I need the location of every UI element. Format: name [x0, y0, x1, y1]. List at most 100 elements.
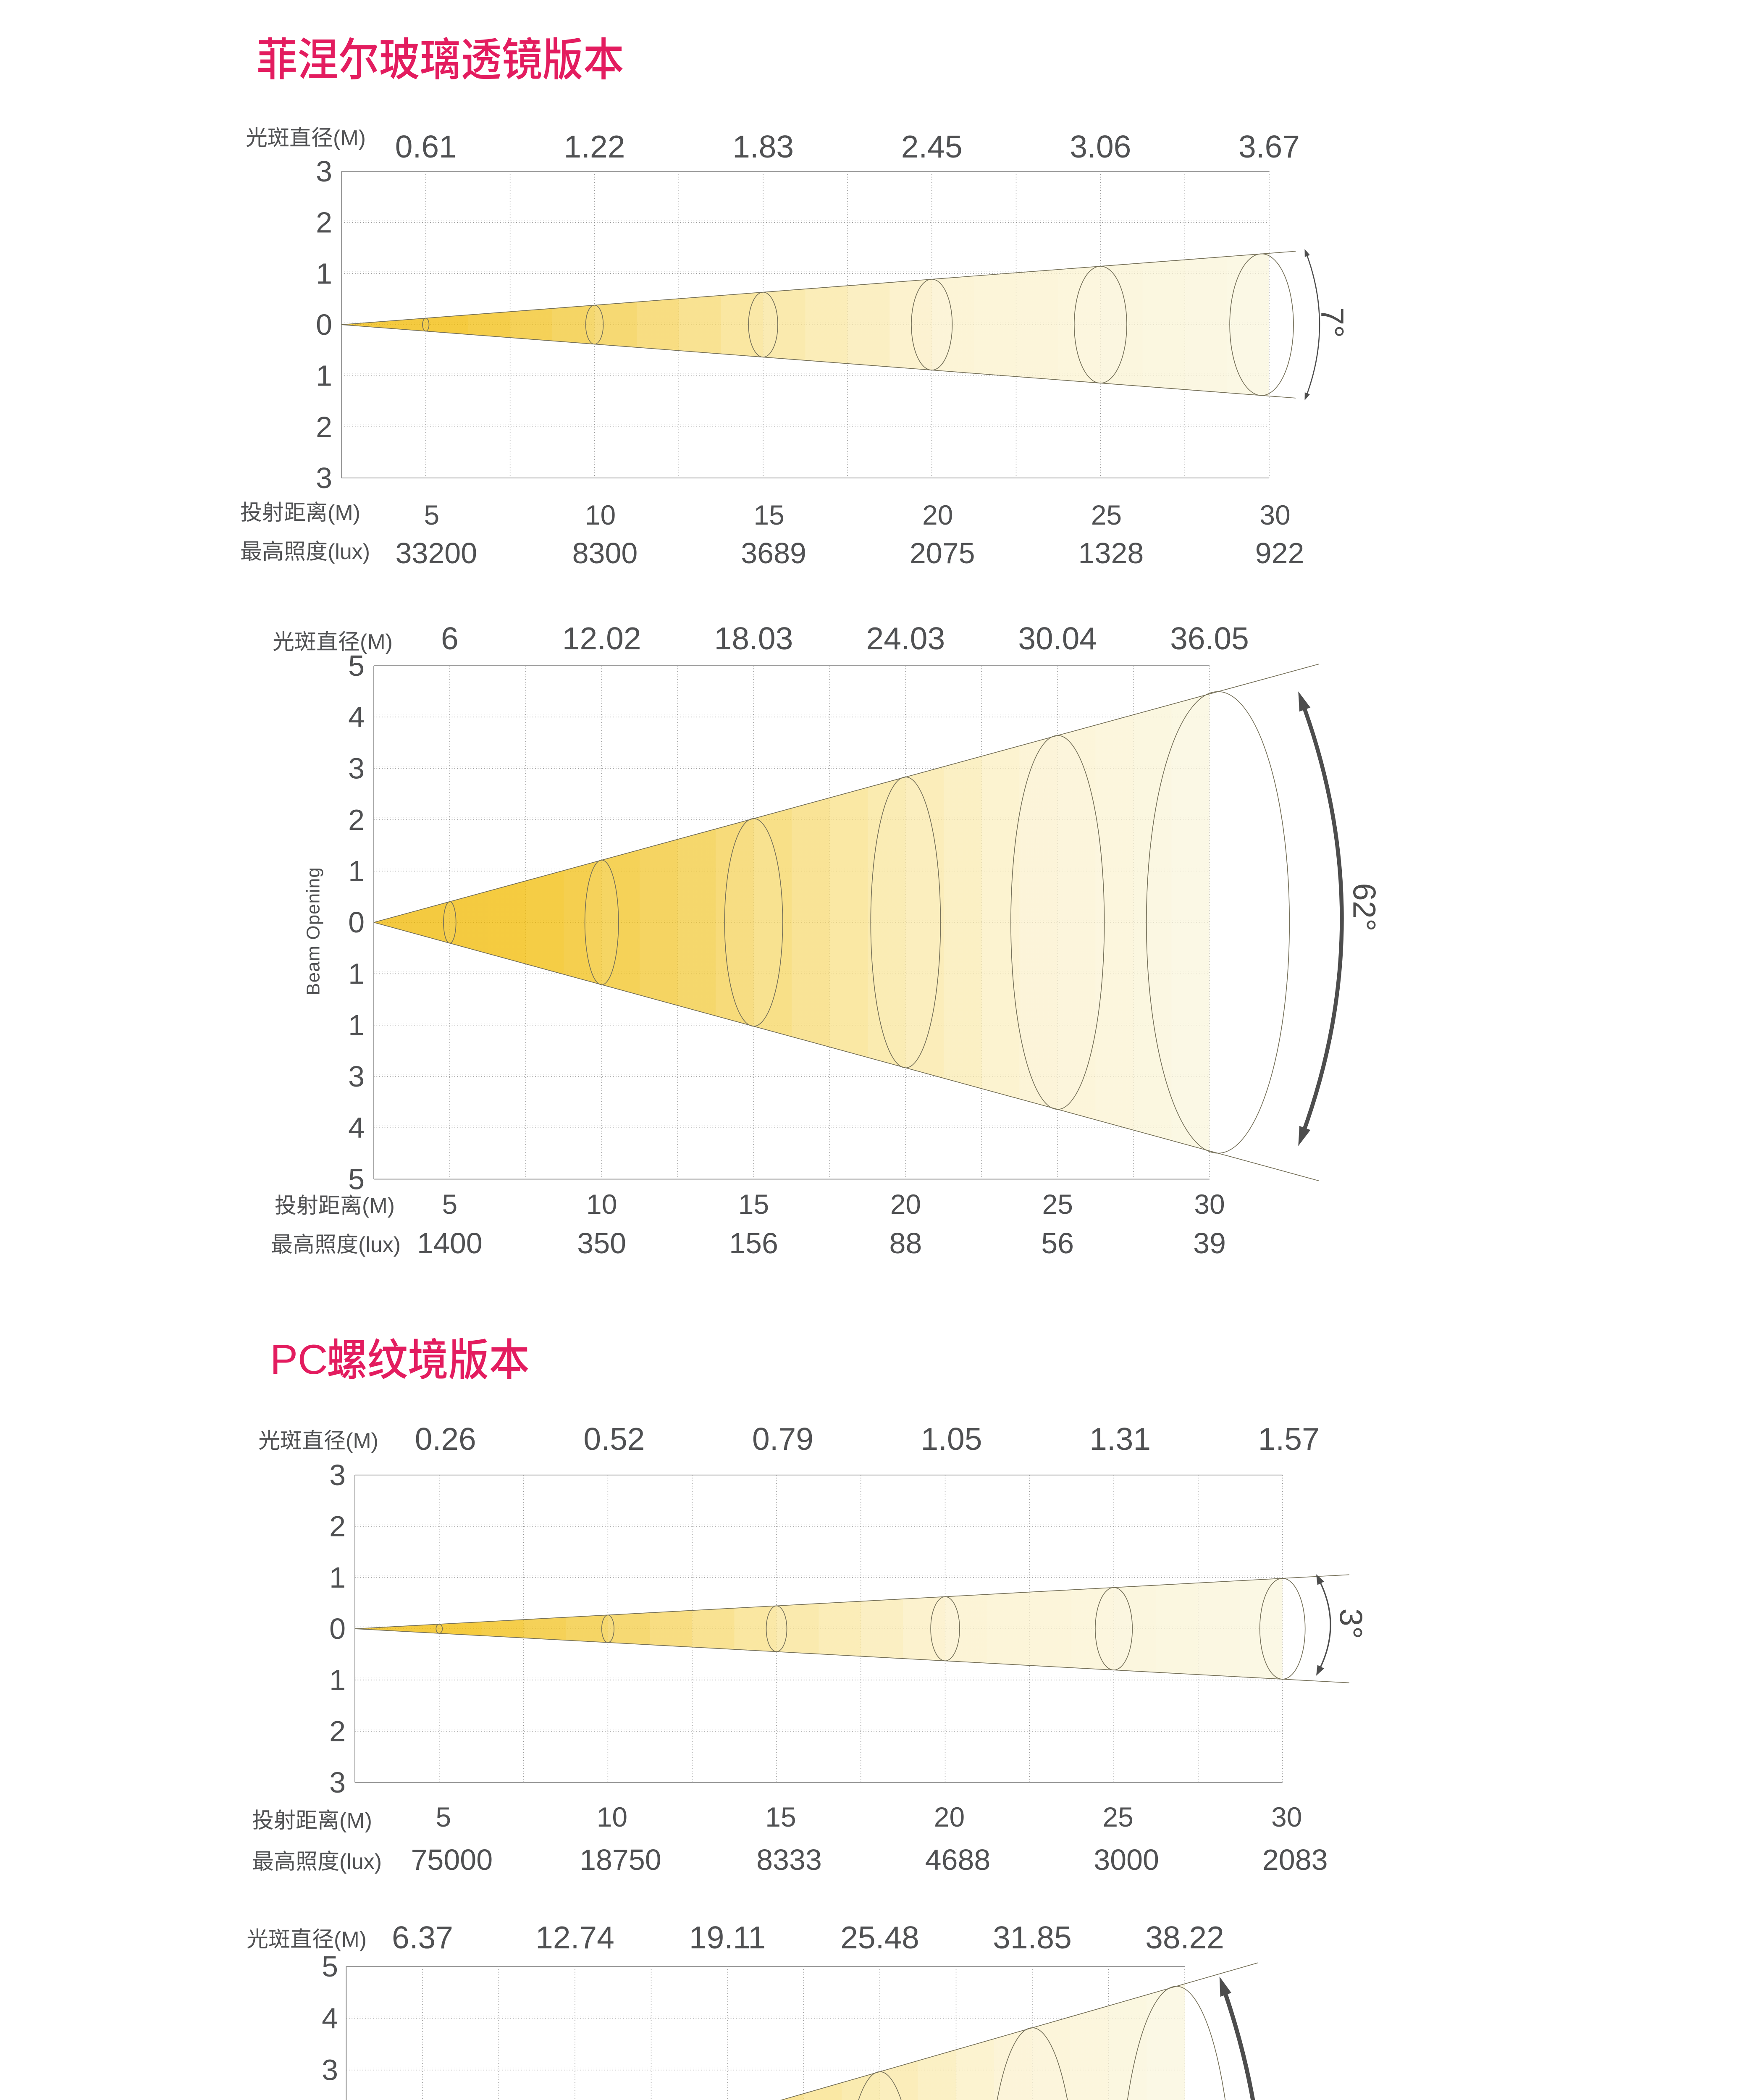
svg-text:62°: 62°	[1346, 883, 1382, 932]
svg-text:3: 3	[329, 1459, 346, 1491]
svg-text:8333: 8333	[756, 1843, 822, 1876]
svg-text:0.79: 0.79	[752, 1421, 813, 1457]
svg-text:88: 88	[889, 1227, 922, 1260]
svg-text:25: 25	[1102, 1801, 1133, 1832]
svg-text:1: 1	[316, 257, 332, 290]
svg-text:6.37: 6.37	[392, 1920, 453, 1955]
svg-text:(M): (M)	[346, 1429, 378, 1453]
svg-text:15: 15	[765, 1801, 796, 1832]
svg-text:3.06: 3.06	[1070, 129, 1131, 164]
svg-text:1328: 1328	[1078, 537, 1144, 570]
svg-text:0.26: 0.26	[415, 1421, 476, 1457]
svg-text:1.57: 1.57	[1258, 1421, 1320, 1457]
svg-text:1400: 1400	[417, 1227, 483, 1260]
svg-text:6: 6	[441, 621, 459, 656]
svg-text:3: 3	[348, 752, 365, 785]
svg-text:(lux): (lux)	[328, 540, 370, 564]
svg-text:75000: 75000	[411, 1843, 493, 1876]
svg-text:5: 5	[424, 499, 439, 530]
svg-text:1: 1	[348, 958, 365, 990]
svg-text:2083: 2083	[1262, 1843, 1328, 1876]
svg-text:30: 30	[1271, 1801, 1302, 1832]
svg-text:4: 4	[348, 701, 365, 733]
svg-text:1.22: 1.22	[564, 129, 625, 164]
svg-text:3.67: 3.67	[1238, 129, 1300, 164]
svg-text:1: 1	[316, 360, 332, 392]
svg-text:(M): (M)	[328, 501, 360, 525]
svg-text:25.48: 25.48	[840, 1920, 919, 1955]
svg-text:30: 30	[1194, 1189, 1225, 1220]
svg-text:2: 2	[316, 410, 332, 443]
svg-text:1: 1	[348, 1009, 365, 1042]
svg-text:(M): (M)	[339, 1809, 372, 1833]
svg-text:4688: 4688	[925, 1843, 991, 1876]
svg-text:(M): (M)	[334, 1927, 367, 1952]
svg-text:7°: 7°	[1315, 307, 1350, 338]
svg-text:5: 5	[348, 649, 365, 682]
svg-text:3689: 3689	[741, 537, 806, 570]
svg-text:350: 350	[577, 1227, 626, 1260]
svg-text:2075: 2075	[910, 537, 975, 570]
svg-text:39: 39	[1193, 1227, 1226, 1260]
svg-text:10: 10	[597, 1801, 627, 1832]
svg-text:5: 5	[442, 1189, 458, 1220]
svg-text:2: 2	[348, 803, 365, 836]
svg-text:1: 1	[348, 855, 365, 887]
svg-text:3: 3	[316, 155, 332, 188]
svg-text:33200: 33200	[395, 537, 477, 570]
svg-text:5: 5	[436, 1801, 451, 1832]
svg-text:10: 10	[585, 499, 616, 530]
svg-text:2: 2	[316, 206, 332, 239]
svg-text:5: 5	[348, 1163, 365, 1196]
svg-text:12.02: 12.02	[562, 621, 641, 656]
svg-text:3°: 3°	[1333, 1609, 1369, 1639]
svg-text:5: 5	[322, 1950, 338, 1983]
svg-text:4: 4	[322, 2002, 338, 2034]
svg-text:12.74: 12.74	[535, 1920, 614, 1955]
svg-text:0: 0	[348, 906, 365, 939]
svg-text:PC: PC	[270, 1336, 328, 1383]
svg-text:38.22: 38.22	[1145, 1920, 1224, 1955]
svg-text:24.03: 24.03	[866, 621, 945, 656]
svg-text:3: 3	[322, 2054, 338, 2087]
svg-text:15: 15	[738, 1189, 769, 1220]
svg-text:36.05: 36.05	[1170, 621, 1249, 656]
svg-text:20: 20	[890, 1189, 921, 1220]
svg-text:(M): (M)	[333, 126, 366, 150]
svg-text:15: 15	[753, 499, 784, 530]
svg-text:0: 0	[329, 1612, 346, 1645]
svg-text:18750: 18750	[580, 1843, 661, 1876]
svg-text:(M): (M)	[362, 1194, 395, 1218]
svg-text:1: 1	[329, 1561, 346, 1594]
svg-text:25: 25	[1042, 1189, 1073, 1220]
svg-text:8300: 8300	[572, 537, 638, 570]
svg-text:0.52: 0.52	[583, 1421, 645, 1457]
svg-text:1.83: 1.83	[732, 129, 794, 164]
svg-text:20: 20	[934, 1801, 965, 1832]
svg-text:2.45: 2.45	[901, 129, 963, 164]
svg-text:3: 3	[348, 1060, 365, 1093]
svg-text:30: 30	[1259, 499, 1290, 530]
svg-text:19.11: 19.11	[689, 1920, 766, 1955]
svg-text:1: 1	[329, 1664, 346, 1696]
svg-text:3000: 3000	[1094, 1843, 1159, 1876]
svg-text:1.31: 1.31	[1089, 1421, 1151, 1457]
svg-text:4: 4	[348, 1111, 365, 1144]
svg-text:0: 0	[316, 308, 332, 341]
svg-text:Beam Opening: Beam Opening	[303, 867, 324, 995]
svg-text:3: 3	[316, 462, 332, 494]
svg-text:3: 3	[329, 1766, 346, 1799]
svg-text:2: 2	[329, 1510, 346, 1543]
svg-text:31.85: 31.85	[993, 1920, 1072, 1955]
svg-text:(lux): (lux)	[339, 1850, 382, 1874]
svg-text:20: 20	[922, 499, 953, 530]
svg-text:1.05: 1.05	[921, 1421, 982, 1457]
svg-text:922: 922	[1255, 537, 1304, 570]
svg-text:(lux): (lux)	[358, 1233, 401, 1257]
svg-text:156: 156	[729, 1227, 778, 1260]
svg-text:2: 2	[329, 1715, 346, 1748]
svg-text:10: 10	[586, 1189, 617, 1220]
svg-text:56: 56	[1041, 1227, 1074, 1260]
svg-text:18.03: 18.03	[714, 621, 793, 656]
svg-text:0.61: 0.61	[395, 129, 457, 164]
